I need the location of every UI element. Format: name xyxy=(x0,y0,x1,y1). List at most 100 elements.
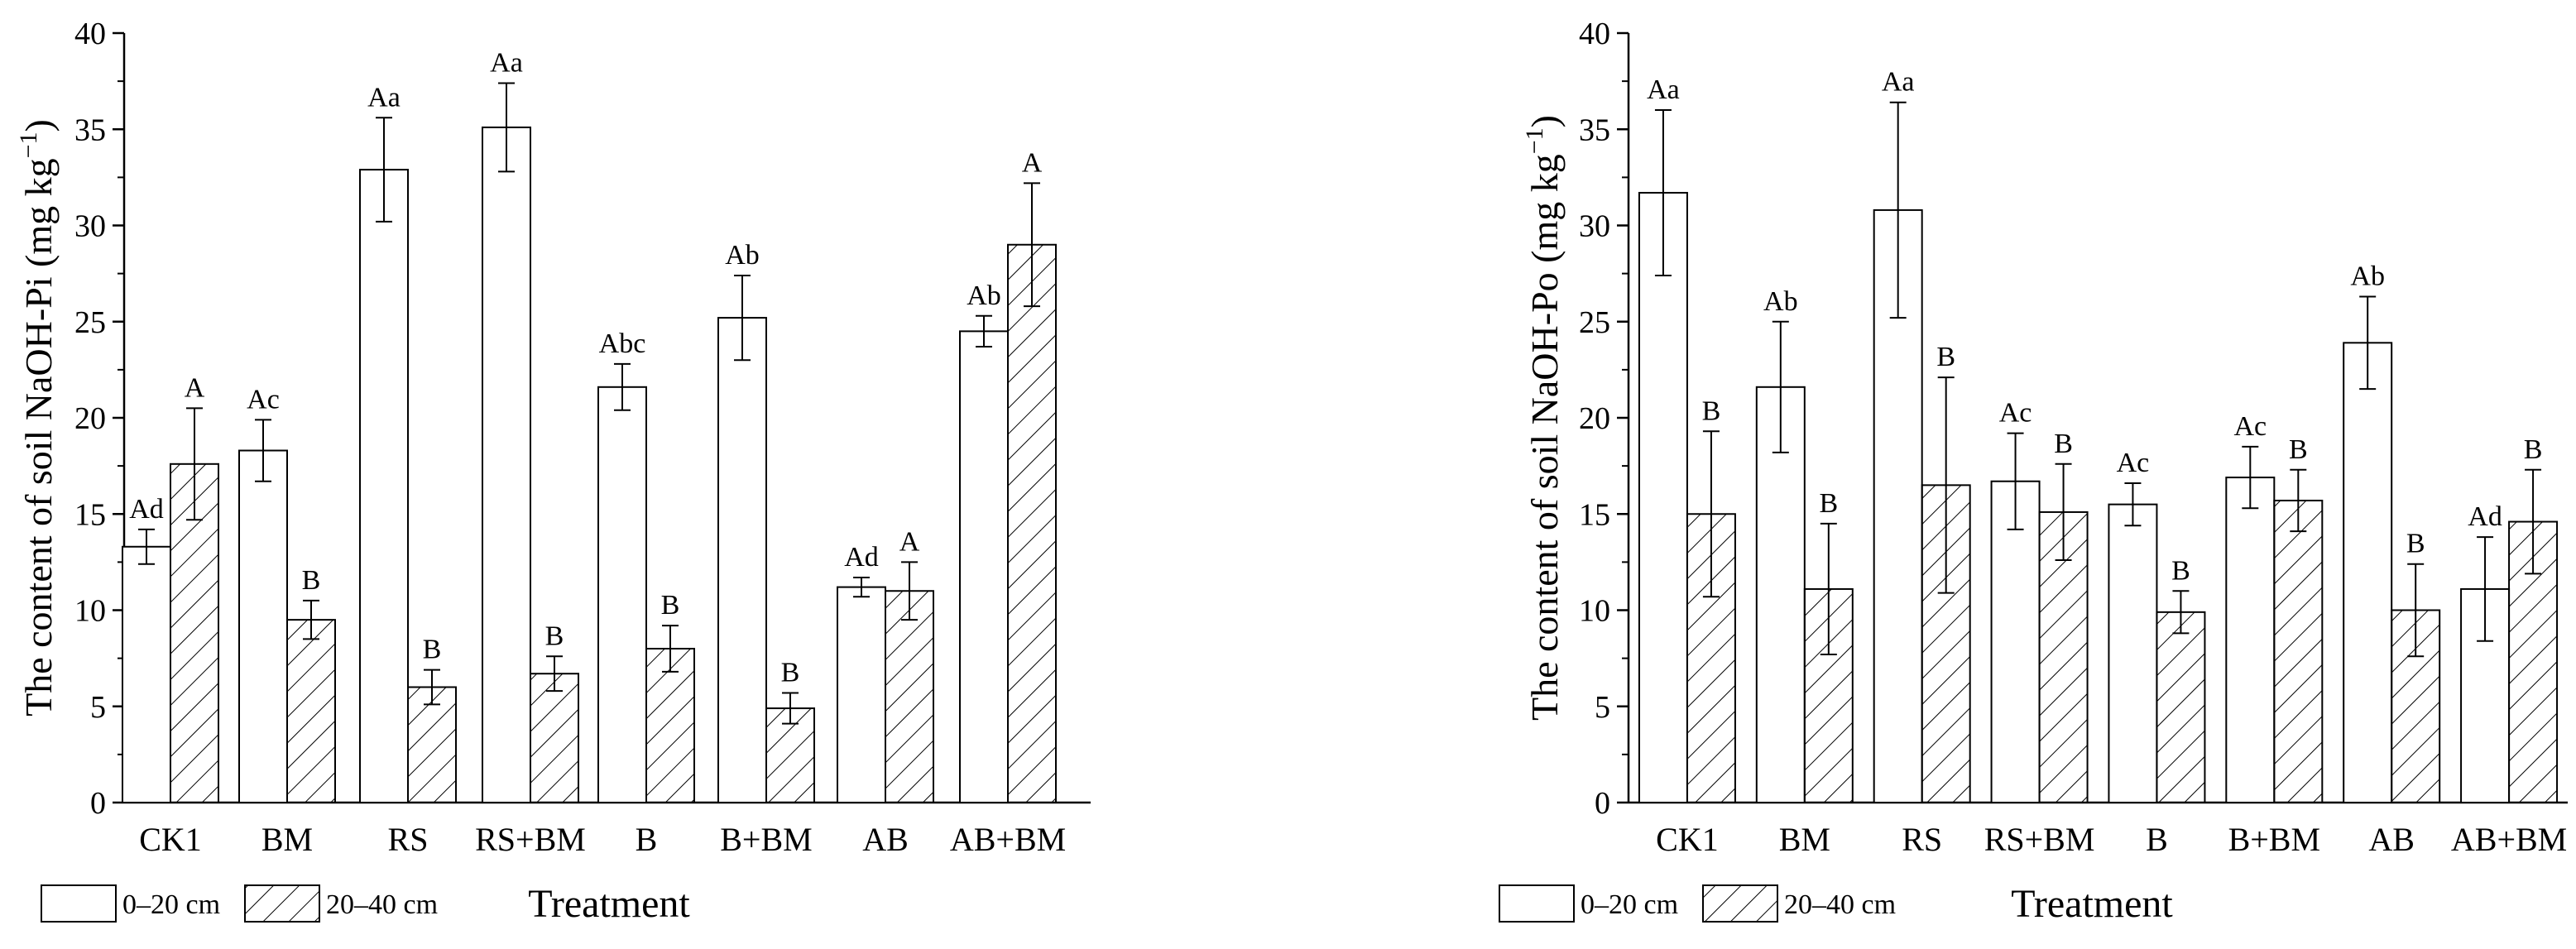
y-tick-label: 10 xyxy=(74,594,106,629)
significance-label: B xyxy=(423,635,442,665)
x-axis-title: Treatment xyxy=(528,882,690,926)
legend-label-20-40cm: 20–40 cm xyxy=(326,889,438,920)
significance-label: Ab xyxy=(2350,261,2385,292)
bar-20-40cm xyxy=(530,673,579,803)
bar-20-40cm xyxy=(286,619,336,803)
bar-20-40cm xyxy=(1007,243,1057,803)
x-tick-label: BM xyxy=(261,821,313,858)
x-tick-label: CK1 xyxy=(139,821,202,858)
y-axis-title-superscript: −1 xyxy=(15,132,42,158)
significance-label: B xyxy=(2054,429,2073,459)
significance-label: Ab xyxy=(1763,286,1798,317)
significance-label: B xyxy=(1936,342,1955,372)
bar-0-20cm xyxy=(482,126,531,804)
x-tick-label: BM xyxy=(1779,821,1830,858)
significance-label: B xyxy=(2171,555,2190,586)
x-tick-label: RS+BM xyxy=(475,821,586,858)
y-axis-title: The content of soil NaOH-Pi (mg kg−1) xyxy=(15,119,60,717)
significance-label: Ac xyxy=(1999,398,2032,429)
y-tick-label: 5 xyxy=(1595,690,1610,725)
legend-label-20-40cm: 20–40 cm xyxy=(1784,889,1896,920)
legend-swatch-20-40cm xyxy=(1702,884,1778,923)
y-tick-label: 15 xyxy=(74,497,106,532)
y-axis-title-main: The content of soil NaOH-Pi (mg kg xyxy=(17,158,60,717)
bar-0-20cm xyxy=(359,169,409,803)
bar-0-20cm xyxy=(2108,503,2158,803)
significance-label: Ad xyxy=(844,542,879,573)
significance-label: B xyxy=(781,657,800,688)
y-tick-label: 35 xyxy=(1579,113,1610,147)
y-axis-title-superscript: −1 xyxy=(1521,127,1548,154)
x-tick-label: B+BM xyxy=(2228,821,2320,858)
significance-label: B xyxy=(545,621,564,651)
x-tick-label: AB+BM xyxy=(2451,821,2567,858)
legend-label-0-20cm: 0–20 cm xyxy=(122,889,220,920)
legend: 0–20 cm 20–40 cm xyxy=(41,884,438,923)
bar-0-20cm xyxy=(1755,386,1806,803)
bar-0-20cm xyxy=(1638,191,1688,804)
significance-label: B xyxy=(1819,488,1838,519)
legend-label-0-20cm: 0–20 cm xyxy=(1581,889,1678,920)
x-tick-label: B xyxy=(2146,821,2168,858)
bar-20-40cm xyxy=(645,648,695,803)
significance-label: A xyxy=(185,372,205,403)
legend: 0–20 cm 20–40 cm xyxy=(1499,884,1896,923)
legend-swatch-0-20cm xyxy=(41,884,117,923)
y-axis-title-close: ) xyxy=(17,119,60,132)
y-tick-label: 0 xyxy=(1595,786,1610,821)
x-tick-label: RS+BM xyxy=(1984,821,2095,858)
significance-label: Ab xyxy=(967,280,1001,311)
y-tick-label: 30 xyxy=(1579,209,1610,244)
y-tick-label: 5 xyxy=(90,690,106,725)
x-tick-label: AB xyxy=(2368,821,2415,858)
y-axis-title-close: ) xyxy=(1523,115,1566,127)
y-tick-label: 30 xyxy=(74,209,106,244)
y-tick-label: 20 xyxy=(74,401,106,436)
significance-label: Aa xyxy=(1882,67,1915,98)
chart-panel-1: 0 5 10 15 20 25 30 35 40 The content of soil NaOH… xyxy=(15,17,1091,926)
bar-0-20cm xyxy=(2343,342,2393,803)
x-tick-label: AB xyxy=(862,821,909,858)
significance-label: B xyxy=(661,590,680,621)
x-axis-title: Treatment xyxy=(2011,882,2173,926)
y-tick-label: 15 xyxy=(1579,497,1610,532)
chart-panel-2: 0 5 10 15 20 25 30 35 40 The content of soil NaOH… xyxy=(1499,17,2568,926)
significance-label: Ad xyxy=(129,494,164,525)
y-tick-label: 40 xyxy=(1579,17,1610,51)
y-tick-label: 25 xyxy=(1579,305,1610,340)
x-tick-label: B+BM xyxy=(720,821,812,858)
x-tick-label: RS xyxy=(388,821,429,858)
bar-0-20cm xyxy=(122,545,171,804)
significance-label: B xyxy=(1702,395,1721,426)
bar-20-40cm xyxy=(407,686,457,803)
significance-label: Abc xyxy=(599,328,646,359)
significance-label: Aa xyxy=(490,47,523,78)
significance-label: Ab xyxy=(725,240,760,271)
bar-20-40cm xyxy=(2273,499,2324,803)
significance-label: Aa xyxy=(1647,74,1680,105)
x-tick-label: RS xyxy=(1902,821,1942,858)
significance-label: Ac xyxy=(247,384,280,415)
bar-0-20cm xyxy=(597,386,647,803)
significance-label: Aa xyxy=(367,82,401,113)
bar-0-20cm xyxy=(238,449,288,804)
significance-label: B xyxy=(2289,434,2308,465)
y-tick-label: 10 xyxy=(1579,594,1610,629)
y-tick-label: 0 xyxy=(90,786,106,821)
significance-label: A xyxy=(1022,147,1043,178)
y-axis-title: The content of soil NaOH-Po (mg kg−1) xyxy=(1521,115,1566,721)
y-axis-title-main: The content of soil NaOH-Po (mg kg xyxy=(1523,154,1566,721)
bar-0-20cm xyxy=(717,317,767,804)
bar-0-20cm xyxy=(2225,477,2276,803)
legend-swatch-0-20cm xyxy=(1499,884,1575,923)
bar-0-20cm xyxy=(837,586,886,803)
bar-20-40cm xyxy=(885,590,934,803)
significance-label: A xyxy=(899,526,920,557)
y-tick-label: 40 xyxy=(74,17,106,51)
bar-0-20cm xyxy=(1990,480,2041,803)
significance-label: B xyxy=(2406,529,2425,559)
bar-0-20cm xyxy=(959,330,1009,803)
y-tick-label: 35 xyxy=(74,113,106,147)
